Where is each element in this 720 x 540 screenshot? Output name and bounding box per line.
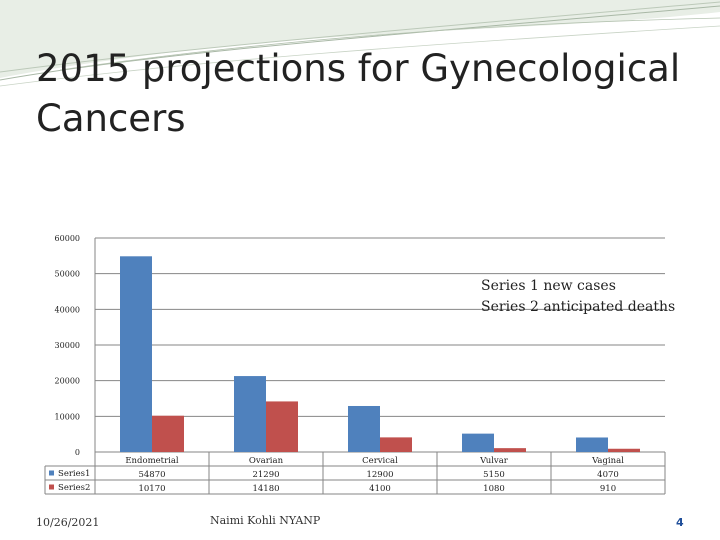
category-label: Cervical: [362, 456, 398, 466]
data-value-label: 5150: [483, 470, 505, 480]
data-value-label: 14180: [252, 484, 279, 494]
bar: [608, 448, 640, 452]
chart-annotation: Series 2 anticipated deaths: [481, 299, 675, 315]
data-value-label: 10170: [138, 484, 165, 494]
y-tick-label: 50000: [55, 270, 80, 279]
chart-annotation: Series 1 new cases: [481, 278, 616, 294]
data-value-label: 4100: [369, 484, 391, 494]
legend-label: Series2: [58, 483, 90, 493]
y-tick-label: 0: [75, 448, 80, 457]
footer-date: 10/26/2021: [36, 516, 100, 529]
footer-author: Naimi Kohli NYANP: [210, 514, 321, 527]
bar: [120, 256, 152, 452]
y-tick-label: 40000: [55, 305, 80, 314]
category-label: Vulvar: [479, 456, 509, 466]
data-value-label: 910: [600, 484, 616, 494]
bar: [462, 433, 494, 452]
category-label: Vaginal: [591, 456, 624, 466]
legend-swatch: [49, 484, 54, 490]
bar: [348, 405, 380, 452]
category-label: Ovarian: [249, 456, 284, 466]
data-value-label: 21290: [252, 470, 279, 480]
data-value-label: 4070: [597, 470, 619, 480]
slide-title: 2015 projections for Gynecological Cance…: [36, 47, 681, 140]
header-decoration: [0, 0, 720, 87]
y-tick-label: 30000: [55, 341, 80, 350]
bar: [380, 437, 412, 452]
y-tick-label: 10000: [55, 412, 80, 421]
bar: [234, 376, 266, 452]
y-tick-label: 20000: [55, 377, 80, 386]
bar: [266, 401, 298, 452]
bar: [152, 415, 184, 452]
bar: [494, 448, 526, 452]
legend-label: Series1: [58, 469, 90, 479]
legend-swatch: [49, 470, 54, 476]
data-value-label: 1080: [483, 484, 505, 494]
category-label: Endometrial: [125, 456, 179, 466]
page-number: 4: [676, 516, 684, 529]
data-value-label: 12900: [366, 470, 393, 480]
data-value-label: 54870: [138, 470, 165, 480]
y-tick-label: 60000: [55, 234, 80, 243]
bar: [576, 437, 608, 452]
